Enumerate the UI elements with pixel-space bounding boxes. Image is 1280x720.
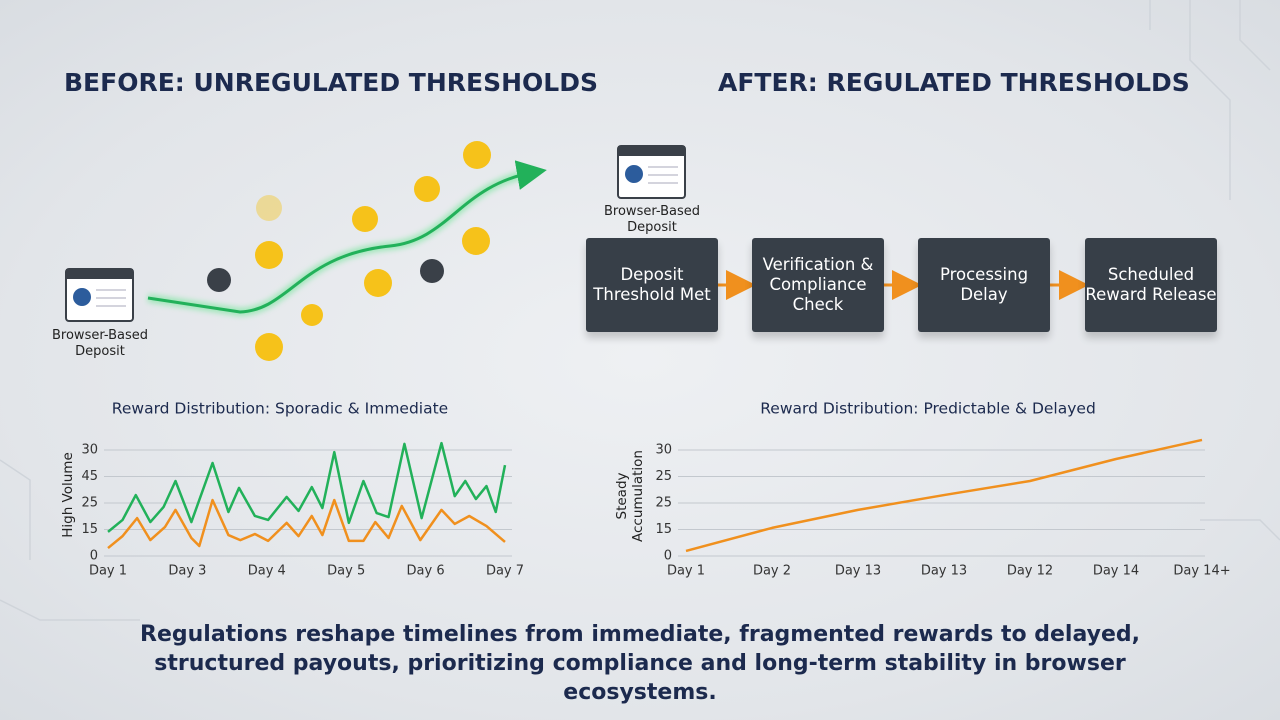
flow-step: Verification & Compliance Check: [752, 238, 884, 332]
x-tick-label: Day 4: [248, 564, 286, 579]
x-tick-label: Day 12: [1007, 564, 1053, 579]
browser-icon: [617, 145, 686, 199]
x-tick-label: Day 1: [667, 564, 705, 579]
section-title: AFTER: REGULATED THRESHOLDS: [718, 68, 1190, 97]
x-tick-label: Day 2: [753, 564, 791, 579]
deposit-label: Browser-Based Deposit: [52, 328, 148, 359]
x-tick-label: Day 5: [327, 564, 365, 579]
flow-step: Scheduled Reward Release: [1085, 238, 1217, 332]
data-line: [107, 498, 506, 550]
x-tick-label: Day 14+: [1173, 564, 1230, 579]
browser-icon: [65, 268, 134, 322]
y-tick-label: 25: [655, 496, 672, 511]
x-tick-label: Day 13: [921, 564, 967, 579]
y-tick-label: 0: [90, 549, 98, 564]
x-tick-label: Day 7: [486, 564, 524, 579]
y-tick-label: 30: [81, 443, 98, 458]
growth-arrow: [147, 160, 547, 314]
y-axis-label: Steady Accumulation: [614, 450, 646, 542]
y-tick-label: 25: [81, 496, 98, 511]
y-tick-label: 0: [664, 549, 672, 564]
y-tick-label: 45: [81, 469, 98, 484]
chart-title: Reward Distribution: Predictable & Delay…: [760, 400, 1096, 418]
chart-title: Reward Distribution: Sporadic & Immediat…: [112, 400, 448, 418]
x-tick-label: Day 1: [89, 564, 127, 579]
data-line: [107, 441, 507, 533]
y-axis-label: High Volume: [60, 452, 76, 538]
deposit-label: Browser-Based Deposit: [604, 204, 700, 235]
x-tick-label: Day 3: [168, 564, 206, 579]
flow-step: Processing Delay: [918, 238, 1050, 332]
y-tick-label: 15: [81, 522, 98, 537]
coin-icons: [207, 141, 491, 361]
x-tick-label: Day 13: [835, 564, 881, 579]
y-tick-label: 25: [655, 469, 672, 484]
y-tick-label: 15: [655, 522, 672, 537]
section-title: BEFORE: UNREGULATED THRESHOLDS: [64, 68, 598, 97]
x-tick-label: Day 14: [1093, 564, 1139, 579]
x-tick-label: Day 6: [407, 564, 445, 579]
data-line: [685, 438, 1203, 553]
flow-step: Deposit Threshold Met: [586, 238, 718, 332]
footer-text: Regulations reshape timelines from immed…: [140, 622, 1140, 705]
y-tick-label: 30: [655, 443, 672, 458]
circuit-decor: [0, 0, 1280, 621]
